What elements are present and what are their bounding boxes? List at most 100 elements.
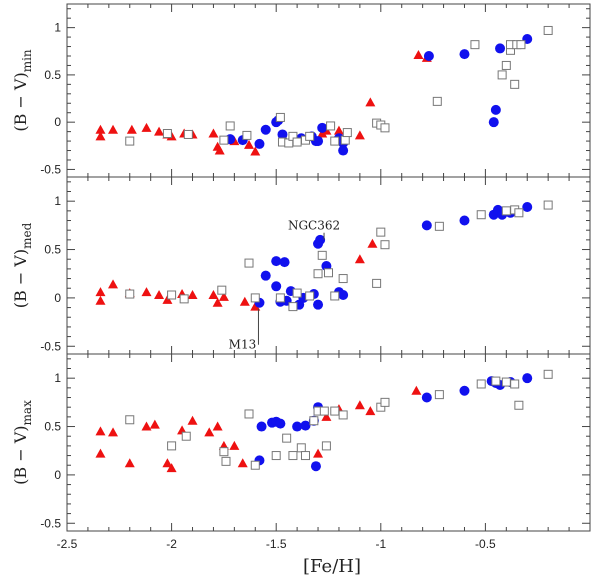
data-point-square [292,137,302,147]
data-point-triangle [208,290,219,299]
data-point-circle [260,270,271,281]
data-point-triangle [154,290,165,299]
data-point-circle [271,281,282,292]
data-point-square [244,409,254,419]
data-point-square [292,288,302,298]
data-point-circle [256,421,267,432]
data-point-triangle [354,130,365,140]
data-point-square [125,136,135,146]
data-point-triangle [124,458,135,468]
data-point-triangle [212,297,223,307]
data-point-square [340,135,350,145]
data-point-triangle [367,238,378,248]
data-point-triangle [108,427,119,437]
x-tick-label: -2 [166,537,177,551]
data-point-square [221,456,231,466]
data-point-square [305,291,315,301]
data-point-triangle [365,406,376,416]
data-point-circle [313,299,324,310]
data-point-square [543,369,553,379]
data-point-square [317,250,327,260]
data-point-triangle [154,126,165,136]
data-point-square [250,460,260,470]
data-point-square [242,130,252,140]
y-tick-label: 1 [54,21,61,35]
data-point-square [497,70,507,80]
data-point-circle [421,392,432,403]
data-point-triangle [237,458,248,468]
data-point-square [183,129,193,139]
data-point-triangle [214,145,225,155]
data-point-square [219,135,229,145]
data-point-triangle [95,295,106,305]
data-point-triangle [218,291,229,301]
data-point-circle [315,234,326,245]
y-tick-label: 0.5 [44,243,61,257]
data-point-square [300,451,310,461]
data-point-square [288,302,298,312]
data-point-square [296,443,306,453]
data-point-square [125,289,135,299]
data-point-triangle [321,411,332,421]
data-point-square [275,293,285,303]
data-point-triangle [141,122,152,132]
y-tick-label: 0 [54,468,61,482]
data-point-square [543,25,553,35]
data-point-triangle [212,421,223,431]
data-point-square [288,451,298,461]
data-point-square [167,290,177,300]
data-point-circle [300,420,311,431]
data-point-circle [254,138,265,149]
data-point-triangle [166,463,177,473]
data-point-square [305,131,315,141]
y-tick-label: -0.5 [40,162,61,176]
panel-frame [66,353,591,532]
data-point-triangle [141,421,152,431]
data-point-triangle [95,131,106,141]
y-tick-label: 0 [54,115,61,129]
data-point-square [167,441,177,451]
data-point-triangle [187,415,198,425]
data-point-square [319,406,329,416]
data-point-square [125,415,135,425]
x-tick-label: -1 [375,537,386,551]
data-point-square [470,40,480,50]
panel-bv-med [66,176,591,355]
y-axis-label-main: (B − V) [11,72,30,131]
data-point-square [309,416,319,426]
data-point-square [162,129,172,139]
data-point-square [179,294,189,304]
data-point-square [514,400,524,410]
data-point-square [510,79,520,89]
data-point-square [271,451,281,461]
y-axis-label-main: (B − V) [11,249,30,308]
data-point-circle [310,461,321,472]
data-point-square [338,410,348,420]
data-point-circle [279,257,290,268]
data-point-circle [277,129,288,140]
data-point-square [510,379,520,389]
data-point-square [330,291,340,301]
y-axis-label-sub: min [20,49,34,72]
data-point-square [275,112,285,122]
x-tick-label: -2.5 [57,537,78,551]
data-point-circle [522,201,533,212]
data-point-triangle [149,419,160,429]
data-point-triangle [126,124,137,134]
data-point-triangle [229,440,240,450]
data-point-square [476,210,486,220]
data-point-circle [459,215,470,226]
y-axis-label-sub: max [20,400,34,426]
panel-frame [66,3,591,178]
data-point-square [491,376,501,386]
y-tick-label: 1 [54,371,61,385]
data-point-square [324,268,333,278]
panel-bv-max [66,353,591,532]
data-point-square [380,123,390,133]
data-point-triangle [333,125,344,135]
data-point-circle [459,385,470,396]
data-point-square [217,285,227,295]
data-point-square [501,206,511,216]
data-point-circle [313,136,324,147]
